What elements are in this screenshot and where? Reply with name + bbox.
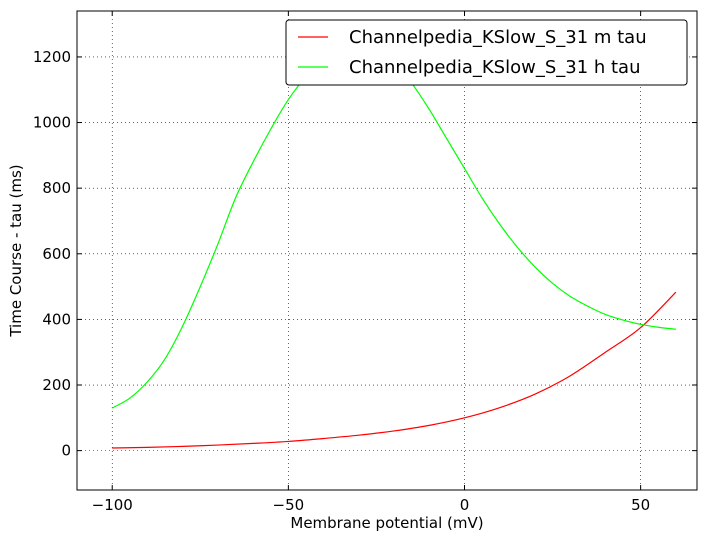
legend-box bbox=[285, 19, 688, 86]
x-tick-label: −100 bbox=[92, 496, 133, 514]
x-tick-label: 0 bbox=[460, 496, 470, 514]
legend-label-h-tau: Channelpedia_KSlow_S_31 h tau bbox=[349, 57, 641, 78]
legend: Channelpedia_KSlow_S_31 m tau Channelped… bbox=[285, 19, 688, 86]
y-axis-label: Time Course - tau (ms) bbox=[7, 164, 25, 337]
y-tick-label: 800 bbox=[42, 179, 71, 197]
y-tick-label: 200 bbox=[42, 376, 71, 394]
axis-ticks: −100 −50 0 50 0 200 400 600 800 1000 1200 bbox=[33, 11, 697, 514]
y-tick-label: 600 bbox=[42, 245, 71, 263]
m-tau-line bbox=[112, 291, 677, 449]
x-tick-label: 50 bbox=[631, 496, 650, 514]
x-tick-label: −50 bbox=[273, 496, 305, 514]
plot-frame bbox=[76, 10, 698, 491]
y-tick-label: 400 bbox=[42, 310, 71, 328]
y-tick-label: 0 bbox=[61, 442, 71, 460]
y-tick-label: 1000 bbox=[33, 114, 71, 132]
legend-label-m-tau: Channelpedia_KSlow_S_31 m tau bbox=[349, 27, 647, 48]
x-axis-label: Membrane potential (mV) bbox=[290, 514, 483, 532]
y-tick-label: 1200 bbox=[33, 48, 71, 66]
